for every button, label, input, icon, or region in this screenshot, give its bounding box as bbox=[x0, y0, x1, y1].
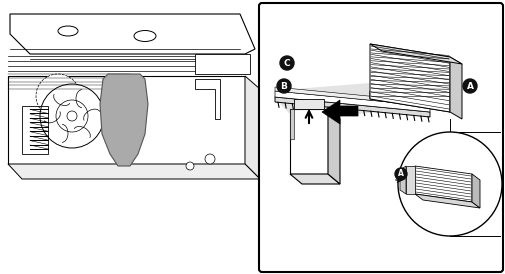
Text: A: A bbox=[397, 170, 403, 178]
Polygon shape bbox=[194, 79, 220, 119]
Polygon shape bbox=[369, 44, 449, 112]
Circle shape bbox=[186, 162, 193, 170]
Polygon shape bbox=[8, 164, 260, 179]
Text: B: B bbox=[280, 81, 287, 90]
Circle shape bbox=[36, 74, 80, 118]
Polygon shape bbox=[274, 91, 429, 112]
Circle shape bbox=[279, 56, 293, 70]
Polygon shape bbox=[289, 174, 339, 184]
Polygon shape bbox=[274, 87, 429, 106]
Polygon shape bbox=[289, 109, 327, 174]
Ellipse shape bbox=[58, 26, 78, 36]
Text: A: A bbox=[466, 81, 473, 90]
Polygon shape bbox=[279, 79, 434, 119]
Circle shape bbox=[394, 168, 406, 180]
Polygon shape bbox=[414, 166, 471, 202]
Circle shape bbox=[56, 100, 88, 132]
Ellipse shape bbox=[134, 30, 156, 41]
Polygon shape bbox=[321, 100, 358, 124]
Polygon shape bbox=[10, 14, 255, 54]
Circle shape bbox=[40, 84, 104, 148]
Polygon shape bbox=[449, 57, 461, 119]
Polygon shape bbox=[274, 97, 429, 117]
Polygon shape bbox=[100, 74, 147, 166]
Polygon shape bbox=[327, 109, 339, 184]
Polygon shape bbox=[414, 194, 479, 208]
Polygon shape bbox=[399, 166, 405, 194]
Polygon shape bbox=[471, 174, 479, 208]
Polygon shape bbox=[293, 99, 323, 109]
FancyBboxPatch shape bbox=[259, 3, 502, 272]
Polygon shape bbox=[289, 109, 293, 139]
Circle shape bbox=[67, 111, 77, 121]
Text: C: C bbox=[283, 59, 290, 67]
Polygon shape bbox=[405, 166, 414, 194]
Polygon shape bbox=[369, 44, 461, 64]
Circle shape bbox=[205, 154, 215, 164]
Polygon shape bbox=[369, 91, 449, 112]
Polygon shape bbox=[8, 76, 244, 164]
Circle shape bbox=[397, 132, 501, 236]
Polygon shape bbox=[194, 54, 249, 74]
Circle shape bbox=[276, 79, 290, 93]
Circle shape bbox=[462, 79, 476, 93]
Polygon shape bbox=[244, 76, 260, 179]
